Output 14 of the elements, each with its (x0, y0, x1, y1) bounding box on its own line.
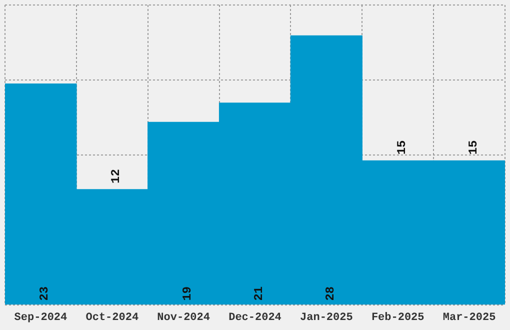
x-tick-label: Nov-2024 (157, 312, 210, 324)
x-tick-label: Feb-2025 (371, 312, 425, 324)
data-label: 28 (323, 286, 338, 301)
data-label: 15 (394, 140, 409, 155)
data-label: 12 (109, 169, 124, 184)
data-label: 15 (466, 140, 480, 155)
x-tick-label: Oct-2024 (86, 312, 139, 324)
data-label: 23 (38, 286, 52, 301)
x-tick-label: Dec-2024 (228, 312, 282, 324)
x-tick-label: Jan-2025 (300, 312, 354, 324)
x-tick-label: Sep-2024 (14, 312, 68, 324)
data-label: 19 (180, 286, 195, 301)
data-label: 21 (252, 286, 266, 301)
x-tick-label: Mar-2025 (442, 312, 496, 324)
